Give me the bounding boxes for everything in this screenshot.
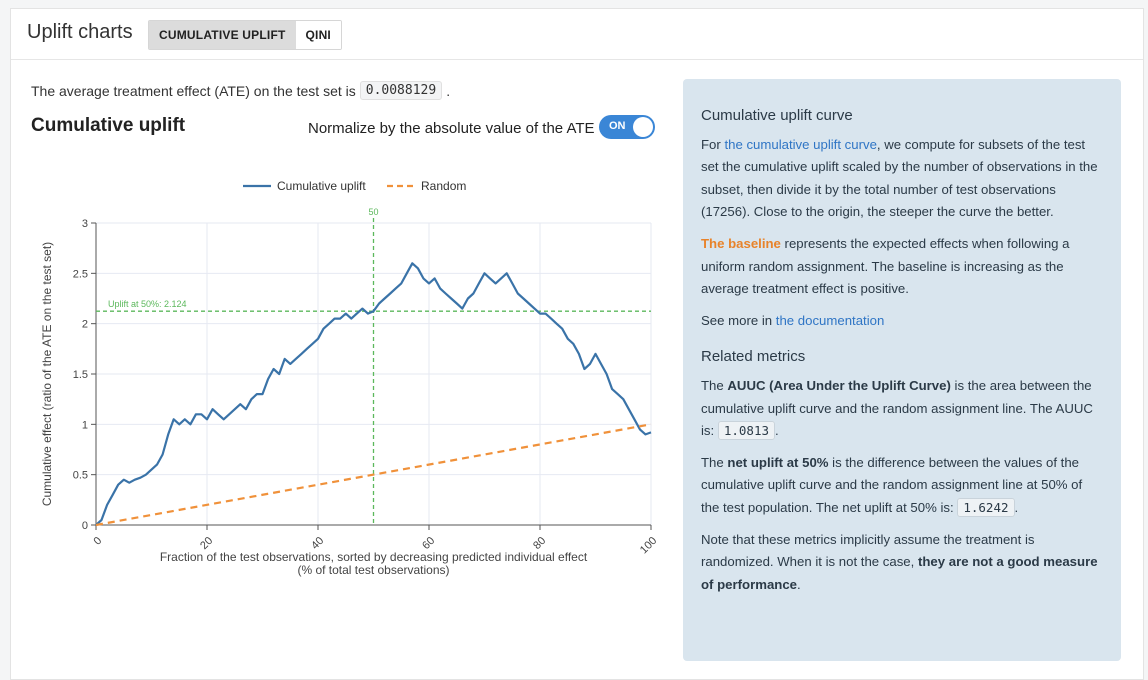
related-heading: Related metrics — [701, 348, 806, 366]
net-pre: The — [701, 454, 728, 470]
note-bold: they are not a good measure of performan… — [701, 554, 1098, 592]
normalize-label: Normalize by the absolute value of the A… — [308, 120, 595, 137]
normalize-toggle[interactable]: ON — [599, 115, 655, 139]
x-axis-sublabel: (% of total test observations) — [297, 563, 449, 577]
toggle-label: ON — [609, 120, 626, 132]
random-line — [95, 423, 652, 527]
net-bold: net uplift at 50% — [727, 454, 829, 470]
cumulative-uplift-line — [95, 262, 652, 526]
uplift-card: Uplift charts CUMULATIVE UPLIFT QINI The… — [10, 8, 1144, 680]
y-tick-label: 2 — [82, 319, 88, 331]
note: Note that these metrics implicitly assum… — [701, 529, 1103, 597]
ate-text: The average treatment effect (ATE) on th… — [31, 82, 356, 99]
ate-line: The average treatment effect (ATE) on th… — [31, 81, 450, 100]
chart-tabs: CUMULATIVE UPLIFT QINI — [148, 20, 342, 50]
y-tick-label: 1 — [82, 419, 88, 431]
tab-qini[interactable]: QINI — [295, 21, 341, 49]
curve-p-post: , we compute for subsets of the test set… — [701, 136, 1098, 220]
tab-cumulative-uplift[interactable]: CUMULATIVE UPLIFT — [149, 21, 296, 49]
page-title: Uplift charts — [27, 21, 133, 43]
curve-description: For the cumulative uplift curve, we comp… — [701, 134, 1103, 224]
legend-label-random: Random — [421, 179, 466, 193]
y-tick-label: 2.5 — [73, 268, 88, 280]
baseline-label: The baseline — [701, 235, 781, 251]
legend-label-cumulative: Cumulative uplift — [277, 179, 366, 193]
baseline-text: represents the expected effects when fol… — [701, 235, 1070, 297]
net-uplift-description: The net uplift at 50% is the difference … — [701, 452, 1103, 520]
see-more: See more in the documentation — [701, 310, 1103, 333]
card-header: Uplift charts CUMULATIVE UPLIFT QINI — [11, 9, 1143, 60]
info-panel: Cumulative uplift curve For the cumulati… — [683, 79, 1121, 661]
x-tick-label: 100 — [638, 535, 659, 556]
note-end: . — [797, 576, 801, 592]
y-axis-label: Cumulative effect (ratio of the ATE on t… — [40, 242, 54, 506]
vline-label: 50 — [368, 207, 378, 217]
hline-label: Uplift at 50%: 2.124 — [108, 299, 187, 309]
x-axis-label: Fraction of the test observations, sorte… — [160, 550, 588, 564]
auuc-value: 1.0813 — [717, 421, 776, 441]
curve-heading: Cumulative uplift curve — [701, 107, 853, 124]
y-tick-label: 0.5 — [73, 470, 88, 482]
ate-suffix: . — [446, 82, 451, 99]
net-end: . — [1014, 499, 1019, 515]
auuc-post: is the area between the cumulative uplif… — [701, 377, 1093, 439]
auuc-pre: The — [701, 377, 728, 393]
curve-link[interactable]: the cumulative uplift curve — [724, 136, 877, 152]
toggle-knob — [633, 117, 653, 137]
documentation-link[interactable]: the documentation — [775, 312, 885, 328]
ate-value: 0.0088129 — [359, 81, 443, 100]
see-more-pre: See more in — [701, 312, 776, 328]
auuc-description: The AUUC (Area Under the Uplift Curve) i… — [701, 375, 1103, 443]
net-post: is the difference between the values of … — [701, 454, 1083, 515]
auuc-end: . — [775, 423, 779, 439]
note-pre: Note that these metrics implicitly assum… — [701, 531, 1035, 570]
x-tick-label: 0 — [92, 535, 105, 548]
y-tick-label: 1.5 — [73, 369, 88, 381]
net-uplift-value: 1.6242 — [957, 497, 1015, 517]
curve-p-pre: For — [701, 136, 725, 152]
auuc-bold: AUUC (Area Under the Uplift Curve) — [727, 377, 951, 393]
y-tick-label: 0 — [82, 520, 88, 532]
chart-title: Cumulative uplift — [31, 115, 186, 136]
baseline-description: The baseline represents the expected eff… — [701, 233, 1103, 301]
y-tick-label: 3 — [82, 218, 88, 230]
